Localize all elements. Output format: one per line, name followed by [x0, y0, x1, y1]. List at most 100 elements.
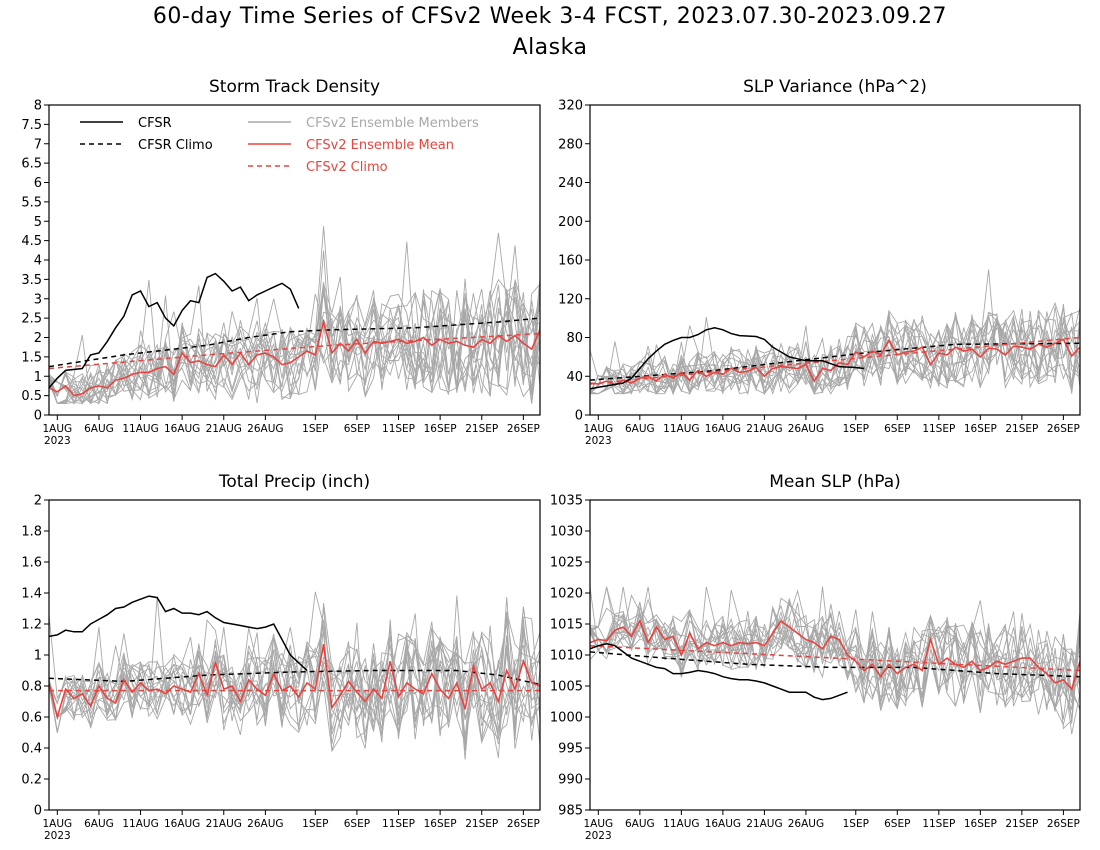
panel-precip: Total Precip (inch) 0 0.2 0.4 0.6 0.8 1 1.2 1.4 1… [21, 472, 541, 842]
ensemble-member-line [49, 606, 540, 758]
x-tick-label: 1AUG [583, 818, 613, 830]
x-tick-label: 11AUG [663, 818, 699, 830]
x-tick-label: 16SEP [424, 423, 457, 435]
y-tick-label: 4.5 [21, 234, 42, 249]
y-tick-label: 200 [558, 215, 583, 230]
x-tick-label: 6AUG [84, 423, 114, 435]
y-tick-label: 240 [558, 176, 583, 191]
y-tick-label: 2.5 [21, 312, 42, 327]
x-tick-label: 6SEP [884, 423, 910, 435]
x-tick-label: 11AUG [122, 818, 158, 830]
x-tick-label: 16SEP [964, 423, 997, 435]
x-tick-label: 6AUG [84, 818, 114, 830]
y-tick-label: 6.5 [21, 157, 42, 172]
plot-frame [589, 104, 1081, 416]
y-tick-label: 0.8 [21, 680, 42, 695]
x-tick-label: 11SEP [382, 818, 415, 830]
x-tick-label: 6AUG [625, 818, 655, 830]
plot-area [590, 586, 1080, 735]
panel-title: Storm Track Density [209, 77, 380, 97]
x-tick-label: 1SEP [302, 423, 328, 435]
ensemble-member-line [49, 288, 540, 405]
y-tick-label: 990 [558, 773, 583, 788]
legend: CFSR CFSR Climo CFSv2 Ensemble Members CFSv… [80, 116, 479, 175]
ensemble-member-line [49, 626, 540, 760]
y-tick-label: 1030 [550, 525, 583, 540]
legend-label-cfsv2_climo: CFSv2 Climo [306, 160, 388, 175]
ensemble-member-line [590, 303, 1080, 395]
panel-storm: Storm Track Density 0 0.5 1 1.5 2 2.5 3 3.5 4 4.5 5… [21, 77, 541, 447]
y-tick-label: 1035 [550, 494, 583, 509]
x-tick-label: 11AUG [663, 423, 699, 435]
cfsr-climo-line [49, 669, 540, 686]
cfsr-climo-line [590, 651, 1080, 678]
x-tick-label: 26AUG [247, 818, 283, 830]
y-tick-label: 280 [558, 137, 583, 152]
y-tick-label: 160 [558, 254, 583, 269]
y-tick-label: 0 [34, 409, 42, 424]
x-year-label: 2023 [44, 435, 71, 447]
y-tick-label: 1005 [550, 680, 583, 695]
ensemble-member-line [49, 297, 540, 405]
y-tick-label: 80 [566, 331, 583, 346]
cfsr-climo-line [49, 317, 540, 368]
y-tick-label: 320 [558, 99, 583, 114]
x-tick-label: 16AUG [164, 818, 200, 830]
x-tick-label: 16AUG [705, 818, 741, 830]
cfsr-line [49, 595, 308, 672]
x-tick-label: 1SEP [843, 423, 869, 435]
x-tick-label: 26SEP [507, 818, 540, 830]
cfsv2-climo-line [590, 644, 1080, 672]
figure-title: 60-day Time Series of CFSv2 Week 3-4 FCS… [152, 4, 948, 29]
x-tick-label: 26SEP [1047, 818, 1080, 830]
y-tick-label: 1015 [550, 618, 583, 633]
x-tick-label: 1AUG [42, 818, 72, 830]
ensemble-member-line [49, 611, 540, 743]
x-tick-label: 11SEP [922, 818, 955, 830]
x-tick-label: 11AUG [122, 423, 158, 435]
y-tick-label: 1020 [550, 587, 583, 602]
cfsv2-ensemble-mean-line [49, 318, 540, 397]
x-tick-label: 16SEP [964, 818, 997, 830]
panel-meanslp: Mean SLP (hPa) 985 990 995 1000 1005 1010 1015 1… [550, 472, 1081, 842]
y-tick-label: 120 [558, 292, 583, 307]
x-year-label: 2023 [585, 435, 612, 447]
ensemble-member-line [49, 613, 540, 752]
y-tick-label: 1 [34, 370, 42, 385]
cfsr-line [590, 327, 865, 390]
ensemble-member-line [49, 602, 540, 749]
plot-area [49, 226, 540, 405]
x-tick-label: 21AUG [746, 818, 782, 830]
x-tick-label: 21SEP [1005, 423, 1038, 435]
x-tick-label: 1SEP [843, 818, 869, 830]
x-tick-label: 16SEP [424, 818, 457, 830]
ensemble-member-line [49, 284, 540, 404]
cfsv2-ensemble-mean-line [49, 643, 540, 721]
y-tick-label: 1.8 [21, 525, 42, 540]
y-tick-label: 7 [34, 137, 42, 152]
legend-label-members: CFSv2 Ensemble Members [306, 116, 479, 131]
x-tick-label: 1SEP [302, 818, 328, 830]
y-tick-label: 0 [575, 409, 583, 424]
x-tick-label: 1AUG [42, 423, 72, 435]
cfsv2-ensemble-mean-line [590, 338, 1080, 386]
cfsr-line [49, 272, 300, 389]
x-year-label: 2023 [44, 830, 71, 842]
panel-slpvar: SLP Variance (hPa^2) 0 40 80 120 160 200 240 280… [558, 77, 1081, 447]
y-tick-label: 0.5 [21, 389, 42, 404]
y-tick-label: 8 [34, 99, 42, 114]
y-tick-label: 1.2 [21, 618, 42, 633]
y-tick-label: 995 [558, 742, 583, 757]
plot-frame [48, 499, 541, 811]
panel-title: SLP Variance (hPa^2) [743, 77, 927, 97]
ensemble-member-line [49, 276, 540, 405]
x-tick-label: 6SEP [884, 818, 910, 830]
cfsv2-climo-line [590, 336, 1080, 385]
y-tick-label: 3 [34, 292, 42, 307]
ensemble-member-line [590, 586, 1080, 704]
panel-title: Total Precip (inch) [218, 472, 370, 492]
ensemble-member-line [590, 589, 1080, 710]
x-tick-label: 21SEP [465, 818, 498, 830]
figure-subtitle-region: Alaska [512, 35, 588, 60]
